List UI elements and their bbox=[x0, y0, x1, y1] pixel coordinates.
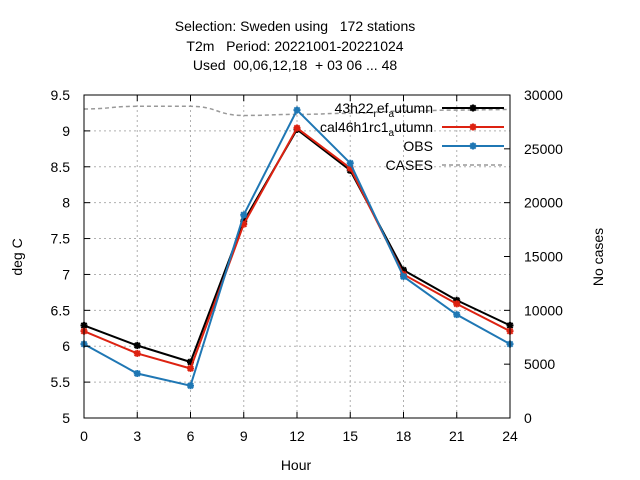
x-tick-label: 9 bbox=[240, 428, 248, 444]
series-point-43h22-ref-autumn bbox=[133, 342, 141, 350]
chart-title-line-3: Used 00,06,12,18 + 03 06 ... 48 bbox=[192, 57, 398, 73]
series-point-obs bbox=[240, 211, 248, 219]
legend-label-cal46h1rc1-autumn: cal46h1rc1autumn bbox=[320, 119, 433, 139]
y-tick-label: 6 bbox=[62, 338, 70, 354]
y-tick-label: 6.5 bbox=[51, 302, 71, 318]
y2-tick-label: 0 bbox=[524, 410, 532, 426]
x-tick-label: 12 bbox=[289, 428, 305, 444]
y2-tick-label: 25000 bbox=[524, 141, 563, 157]
legend-label-43h22-ref-autumn: 43h22refautumn bbox=[335, 100, 433, 120]
x-tick-label: 21 bbox=[449, 428, 465, 444]
series-line-cases bbox=[83, 105, 511, 117]
series-point-obs bbox=[453, 311, 461, 319]
x-tick-label: 15 bbox=[342, 428, 358, 444]
y-tick-label: 5 bbox=[62, 410, 70, 426]
y2-tick-label: 5000 bbox=[524, 356, 555, 372]
x-tick-label: 6 bbox=[187, 428, 195, 444]
chart-title-line-2: T2m Period: 20221001-20221024 bbox=[186, 38, 404, 54]
x-tick-label: 0 bbox=[80, 428, 88, 444]
y-tick-label: 5.5 bbox=[51, 374, 71, 390]
x-tick-label: 24 bbox=[502, 428, 518, 444]
series-point-cal46h1rc1-autumn bbox=[293, 124, 301, 132]
y-tick-label: 9 bbox=[62, 123, 70, 139]
y-tick-label: 7.5 bbox=[51, 231, 71, 247]
y2-tick-label: 15000 bbox=[524, 249, 563, 265]
legend-marker-43h22-ref-autumn bbox=[469, 104, 477, 112]
grid-lines bbox=[84, 95, 510, 418]
y2-tick-label: 10000 bbox=[524, 302, 563, 318]
series-point-cal46h1rc1-autumn bbox=[187, 364, 194, 372]
legend-label-cases: CASES bbox=[386, 157, 433, 173]
x-axis-label: Hour bbox=[281, 457, 312, 473]
y-tick-label: 8.5 bbox=[51, 159, 71, 175]
series-point-obs bbox=[187, 382, 194, 390]
series-line-cal46h1rc1-autumn bbox=[83, 126, 511, 370]
y2-tick-label: 30000 bbox=[524, 87, 563, 103]
series-point-cal46h1rc1-autumn bbox=[133, 349, 141, 357]
series-point-obs bbox=[400, 273, 407, 281]
y-axis-label: deg C bbox=[9, 238, 25, 275]
series-point-obs bbox=[346, 159, 354, 167]
y-tick-label: 7 bbox=[62, 266, 70, 282]
y-tick-label: 9.5 bbox=[51, 87, 71, 103]
legend-marker-cal46h1rc1-autumn bbox=[469, 123, 477, 131]
series-point-cal46h1rc1-autumn bbox=[453, 300, 461, 308]
chart-title-line-1: Selection: Sweden using 172 stations bbox=[174, 18, 416, 34]
axis-ticks: 0 3 6 9 12 15 18 21 24 5 5.5 6 6.5 7 7.5 8 8.5 9 9.5 0 5000 1… bbox=[51, 87, 564, 444]
legend-label-obs: OBS bbox=[403, 138, 433, 154]
legend-marker-obs bbox=[469, 142, 477, 150]
y2-axis-label: No cases bbox=[590, 228, 606, 286]
series-point-obs bbox=[293, 106, 301, 114]
x-tick-label: 3 bbox=[133, 428, 141, 444]
series-point-obs bbox=[133, 369, 141, 377]
y-tick-label: 8 bbox=[62, 195, 70, 211]
x-tick-label: 18 bbox=[396, 428, 412, 444]
y2-tick-label: 20000 bbox=[524, 195, 563, 211]
